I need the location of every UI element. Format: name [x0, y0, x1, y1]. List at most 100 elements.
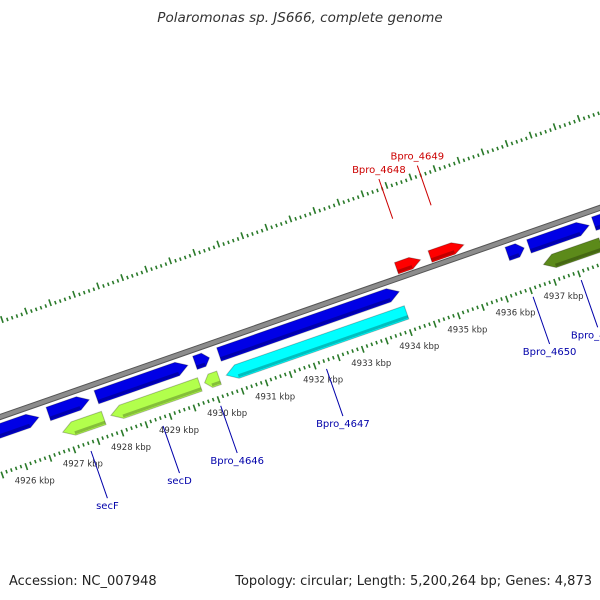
inner-ruler-tick: [134, 424, 138, 429]
outer-ruler-tick: [58, 299, 62, 303]
outer-ruler-tick: [510, 141, 514, 146]
genome-summary: Topology: circular; Length: 5,200,264 bp; …: [235, 574, 592, 589]
feature-arrow-o1: [542, 237, 600, 269]
outer-ruler-tick: [72, 290, 76, 298]
feature-shade-f1: [0, 423, 31, 438]
ruler-label-4927: 4927 kbp: [63, 460, 103, 470]
inner-ruler-tick: [197, 402, 201, 407]
inner-ruler-tick: [423, 323, 427, 328]
inner-ruler-tick: [519, 290, 523, 295]
gene-leader-Bpro_4648: [378, 178, 394, 219]
outer-ruler-tick: [525, 136, 528, 141]
topology-label: Topology:: [235, 574, 297, 589]
outer-ruler-tick: [472, 154, 475, 159]
feature-shade-f2: [49, 406, 81, 420]
ruler-label-4928: 4928 kbp: [111, 443, 151, 453]
feature-shade-r1: [74, 420, 106, 435]
genome-backbone: [0, 205, 600, 420]
inner-ruler-tick: [240, 387, 245, 395]
feature-shade-f4: [196, 362, 206, 369]
outer-ruler-tick: [207, 247, 211, 251]
outer-ruler-tick: [106, 282, 110, 287]
feature-arrow-f5: [216, 288, 401, 362]
outer-ruler-tick: [130, 273, 134, 278]
outer-ruler-tick: [366, 191, 370, 196]
outer-ruler-tick: [275, 223, 278, 228]
outer-ruler-tick: [34, 307, 38, 312]
outer-ruler-tick: [212, 245, 216, 250]
inner-ruler-tick: [5, 469, 8, 474]
outer-ruler-tick: [582, 116, 586, 121]
outer-ruler-tick: [203, 248, 206, 253]
inner-ruler-tick: [447, 315, 451, 320]
inner-ruler-tick: [86, 441, 90, 446]
inner-ruler-tick: [187, 406, 191, 410]
outer-ruler-tick: [592, 113, 596, 117]
inner-ruler-tick: [538, 283, 542, 288]
inner-ruler-tick: [322, 359, 326, 363]
inner-ruler-tick: [115, 431, 119, 436]
feature-arrow-f7: [526, 221, 590, 254]
inner-ruler-tick: [404, 330, 407, 335]
feature-arrow-f4: [192, 352, 211, 371]
inner-ruler-tick: [173, 411, 177, 415]
outer-ruler-tick: [558, 124, 562, 129]
outer-ruler-tick: [54, 300, 57, 305]
inner-ruler-tick: [572, 272, 575, 276]
inner-ruler-tick: [567, 273, 571, 278]
inner-ruler-tick: [34, 459, 37, 464]
inner-ruler-tick: [394, 334, 398, 338]
inner-ruler-tick: [235, 389, 239, 394]
inner-ruler-tick: [149, 419, 153, 424]
outer-ruler-tick: [597, 111, 600, 116]
outer-ruler-tick: [528, 131, 533, 139]
outer-ruler-tick: [376, 188, 379, 193]
outer-ruler-tick: [150, 267, 153, 272]
inner-ruler-tick: [77, 444, 80, 449]
outer-ruler-tick: [116, 278, 120, 283]
feature-arrow-r4: [225, 305, 410, 379]
outer-ruler-tick: [279, 222, 283, 226]
inner-ruler-tick: [207, 399, 210, 404]
inner-ruler-tick: [120, 429, 125, 437]
outer-ruler-tick: [270, 225, 274, 230]
outer-ruler-tick: [552, 123, 557, 131]
inner-ruler-tick: [38, 458, 42, 462]
inner-ruler-tick: [303, 365, 306, 370]
inner-ruler-tick: [245, 386, 249, 390]
feature-shade-f3: [97, 371, 180, 403]
accession-label: Accession:: [9, 574, 78, 589]
inner-ruler-tick: [591, 265, 595, 270]
inner-ruler-tick: [380, 339, 383, 343]
inner-ruler-tick: [529, 287, 533, 295]
outer-ruler-tick: [174, 258, 177, 263]
inner-ruler-tick: [586, 267, 590, 271]
inner-ruler-tick: [62, 449, 66, 454]
ruler-label-4936: 4936 kbp: [495, 309, 535, 319]
inner-ruler-tick: [514, 292, 518, 296]
inner-ruler-tick: [24, 463, 29, 471]
outer-ruler-tick: [356, 195, 360, 200]
outer-ruler-tick: [78, 292, 81, 297]
outer-ruler-tick: [384, 181, 389, 189]
feature-shade-r2: [122, 387, 202, 418]
outer-ruler-tick: [111, 280, 115, 285]
inner-ruler-tick: [346, 350, 350, 355]
inner-ruler-tick: [360, 345, 365, 353]
inner-ruler-tick: [577, 270, 581, 278]
outer-ruler-tick: [168, 257, 173, 265]
inner-ruler-tick: [255, 382, 258, 387]
gene-leader-Bpro_4650: [532, 296, 551, 345]
inner-ruler-tick: [274, 375, 278, 380]
inner-ruler-tick: [548, 280, 551, 285]
inner-ruler-tick: [58, 451, 61, 456]
inner-ruler-tick: [596, 263, 600, 268]
outer-ruler-tick: [342, 200, 346, 205]
outer-ruler-tick: [462, 158, 466, 163]
ruler-label-4934: 4934 kbp: [399, 342, 439, 352]
outer-ruler-tick: [102, 284, 105, 288]
gene-leader-Bpro_4651: [580, 279, 599, 328]
inner-ruler-tick: [67, 448, 71, 452]
gene-label-Bpro_4650: Bpro_4650: [523, 347, 577, 358]
feature-arrow-r1: [61, 410, 107, 436]
